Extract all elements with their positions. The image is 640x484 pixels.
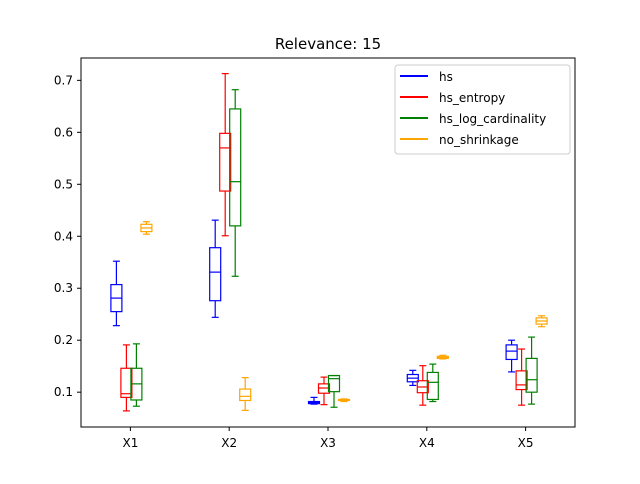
box-iqr [229, 108, 242, 227]
box-hs_log_cardinality-X3 [327, 374, 341, 408]
y-tick-label: 0.1 [54, 385, 73, 399]
box-hs-X3 [307, 396, 321, 405]
box-hs-X2 [209, 219, 222, 318]
y-tick-label: 0.4 [54, 229, 73, 243]
box-hs_log_cardinality-X2 [229, 89, 242, 277]
box-no_shrinkage-X1 [140, 221, 153, 235]
box-hs-X4 [406, 369, 419, 387]
y-tick-label: 0.6 [54, 125, 73, 139]
box-iqr [327, 374, 341, 393]
x-tick-label: X1 [122, 436, 138, 450]
y-tick-label: 0.5 [54, 177, 73, 191]
plot-area: 0.1 0.2 0.3 0.4 0.5 0.6 0.7 X1 X2 X3 X4 X5 [54, 72, 548, 450]
x-tick-label: X5 [518, 436, 534, 450]
legend-label-no_shrinkage: no_shrinkage [439, 133, 519, 147]
legend-label-hs_entropy: hs_entropy [439, 91, 505, 105]
box-hs-X5 [505, 339, 518, 373]
box-no_shrinkage-X5 [535, 315, 548, 328]
box-hs-X1 [110, 260, 123, 327]
box-iqr [239, 388, 252, 402]
box-no_shrinkage-X4 [436, 354, 449, 360]
box-hs_entropy-X5 [515, 348, 528, 406]
box-iqr [219, 132, 232, 192]
legend: hs hs_entropy hs_log_cardinality no_shrinka… [394, 64, 571, 155]
box-iqr [525, 357, 538, 393]
box-no_shrinkage-X2 [239, 377, 252, 411]
box-hs_log_cardinality-X4 [426, 363, 439, 403]
legend-label-hs_log_cardinality: hs_log_cardinality [439, 112, 546, 126]
legend-box [394, 64, 571, 155]
box-iqr [426, 371, 439, 401]
chart-title: Relevance: 15 [275, 35, 381, 53]
axes-frame [80, 57, 576, 428]
box-iqr [120, 367, 133, 398]
box-iqr [209, 247, 222, 302]
box-hs_entropy-X2 [219, 72, 232, 237]
box-hs_log_cardinality-X5 [525, 336, 538, 405]
box-iqr [505, 344, 518, 361]
y-tick-label: 0.7 [54, 73, 73, 87]
y-tick-label: 0.2 [54, 333, 73, 347]
box-hs_entropy-X4 [416, 365, 429, 406]
x-tick-label: X3 [320, 436, 336, 450]
box-no_shrinkage-X3 [337, 398, 351, 403]
box-hs_log_cardinality-X1 [130, 343, 143, 407]
box-hs_entropy-X1 [120, 344, 133, 412]
box-hs_entropy-X3 [317, 376, 331, 406]
x-tick-label: X2 [221, 436, 237, 450]
x-tick-label: X4 [419, 436, 435, 450]
legend-label-hs: hs [439, 70, 453, 84]
y-tick-label: 0.3 [54, 281, 73, 295]
